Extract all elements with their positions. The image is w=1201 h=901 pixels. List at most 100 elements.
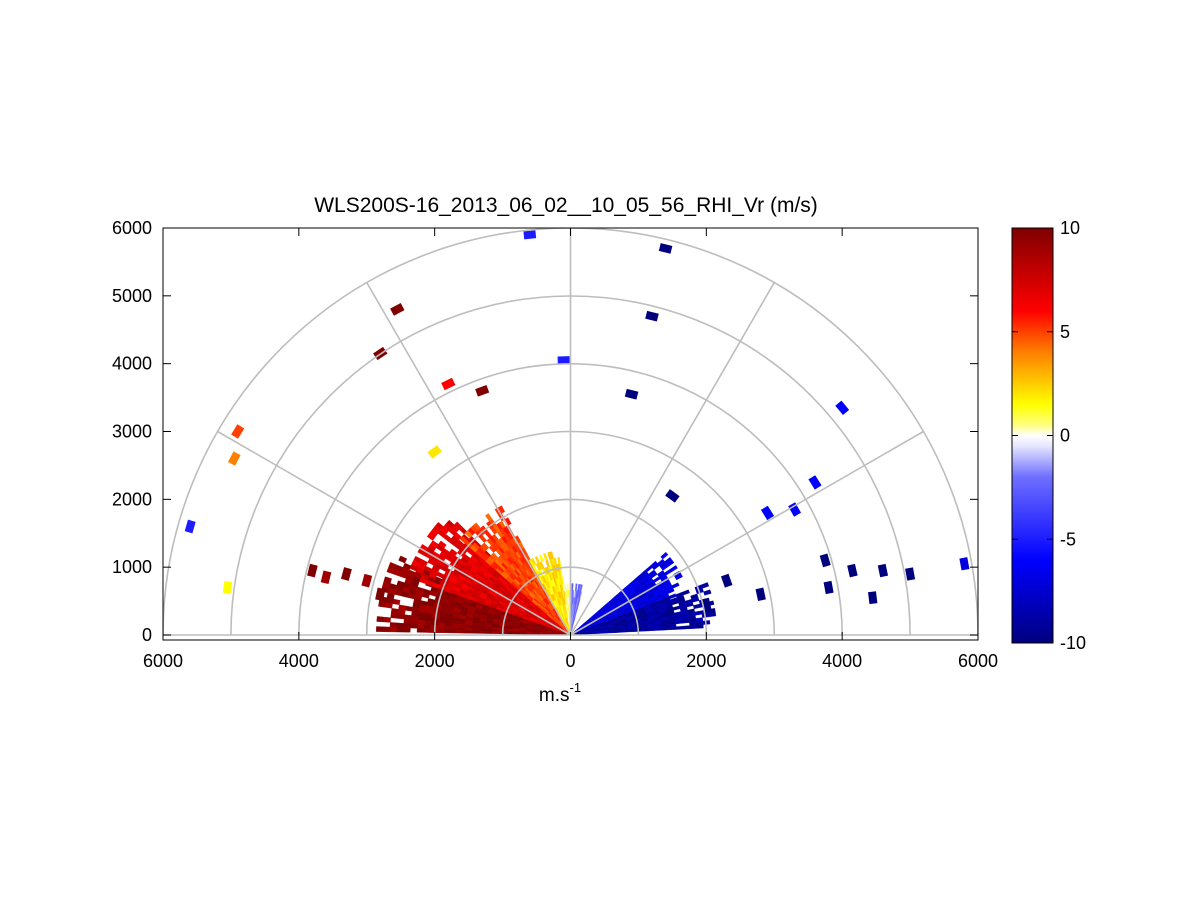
velocity-cell — [700, 582, 710, 589]
velocity-cell — [443, 629, 452, 634]
velocity-cell — [788, 502, 802, 517]
velocity-cell — [534, 556, 540, 564]
velocity-cell — [650, 560, 658, 568]
velocity-cell — [538, 554, 544, 563]
velocity-cell — [671, 582, 680, 589]
velocity-cell — [847, 563, 858, 578]
velocity-cell — [755, 587, 766, 602]
velocity-cell — [571, 583, 574, 591]
velocity-cell — [376, 616, 385, 623]
velocity-cell — [703, 589, 712, 596]
colorbar — [1011, 227, 1054, 644]
velocity-cell — [423, 620, 432, 626]
chart-title: WLS200S-16_2013_06_02__10_05_56_RHI_Vr (… — [314, 194, 818, 217]
velocity-cell — [547, 551, 552, 560]
velocity-cell — [669, 565, 678, 572]
velocity-cell — [571, 596, 573, 604]
colorbar-tick-label: -10 — [1060, 633, 1086, 653]
velocity-cell — [423, 628, 431, 633]
velocity-cell — [423, 624, 432, 630]
velocity-cell — [383, 616, 391, 623]
velocity-cell — [222, 581, 233, 594]
velocity-cell — [416, 628, 425, 633]
colorbar-tick-label: 10 — [1060, 218, 1080, 238]
velocity-cell — [376, 626, 384, 632]
velocity-cell — [720, 573, 733, 588]
velocity-cell — [389, 622, 398, 628]
velocity-cell — [419, 577, 428, 585]
velocity-cell — [511, 632, 520, 635]
velocity-cell — [564, 597, 567, 605]
velocity-cell — [396, 627, 404, 633]
velocity-cell — [398, 555, 408, 564]
velocity-cell — [475, 384, 490, 397]
colorbar-tick-label: 5 — [1060, 322, 1070, 342]
velocity-cell — [397, 613, 405, 620]
y-tick-label: 5000 — [112, 286, 152, 306]
velocity-cell — [396, 622, 405, 628]
velocity-cell — [484, 631, 493, 634]
velocity-cell — [571, 589, 574, 598]
velocity-cell — [464, 530, 473, 539]
velocity-cell — [682, 625, 691, 630]
x-tick-label: 4000 — [279, 651, 319, 671]
x-axis-label: m.s-1 — [539, 680, 581, 706]
velocity-cell — [403, 623, 411, 629]
velocity-cell — [867, 591, 878, 605]
radial-line-120 — [366, 282, 572, 636]
velocity-cell — [307, 563, 318, 578]
velocity-cell — [427, 445, 442, 459]
velocity-cell — [662, 596, 671, 603]
velocity-cell — [389, 626, 398, 633]
velocity-cell — [437, 628, 445, 634]
x-tick-label: 2000 — [686, 651, 726, 671]
velocity-cell — [464, 627, 472, 631]
velocity-cell — [574, 583, 578, 591]
velocity-cell — [390, 612, 399, 619]
velocity-cell — [562, 583, 566, 591]
y-tick-label: 1000 — [112, 557, 152, 577]
velocity-cell — [441, 377, 456, 391]
velocity-cell — [457, 629, 465, 634]
velocity-cell — [664, 557, 673, 565]
axis-ticks: 6000 4000 2000 0 2000 4000 6000 0 1000 2000 3000 40… — [112, 218, 998, 671]
velocity-cell — [658, 243, 673, 254]
velocity-cell — [378, 601, 387, 608]
velocity-cell — [819, 553, 831, 568]
velocity-cell — [660, 551, 669, 560]
y-tick-label: 0 — [142, 625, 152, 645]
velocity-cell — [566, 583, 569, 591]
radial-line-60 — [569, 282, 775, 636]
velocity-cell — [760, 505, 775, 521]
y-tick-label: 3000 — [112, 422, 152, 442]
y-tick-label: 6000 — [112, 218, 152, 238]
velocity-cell — [410, 615, 419, 621]
velocity-cell — [528, 558, 535, 567]
y-tick-label: 4000 — [112, 354, 152, 374]
velocity-cell — [485, 513, 493, 522]
velocity-cell — [410, 623, 418, 629]
velocity-cell — [525, 632, 533, 635]
velocity-cell — [390, 303, 405, 316]
velocity-cell — [386, 566, 396, 575]
colorbar-tick-label: 0 — [1060, 426, 1070, 446]
colorbar-tick-label: -5 — [1060, 529, 1076, 549]
velocity-cell — [231, 424, 245, 439]
velocity-cell — [403, 627, 411, 633]
velocity-cell — [361, 573, 373, 588]
velocity-cell — [959, 557, 970, 571]
x-tick-label: 6000 — [958, 651, 998, 671]
velocity-cell — [384, 602, 393, 609]
velocity-cell — [403, 618, 412, 625]
velocity-cell — [340, 567, 352, 581]
velocity-cell — [464, 630, 472, 634]
y-tick-label: 2000 — [112, 489, 152, 509]
sector-east-steep — [570, 583, 583, 632]
velocity-cell — [459, 535, 468, 544]
velocity-cell — [491, 631, 499, 634]
velocity-cell — [184, 519, 196, 534]
sector-east-near — [573, 582, 717, 636]
x-tick-label: 0 — [565, 651, 575, 671]
velocity-cell — [417, 620, 425, 626]
